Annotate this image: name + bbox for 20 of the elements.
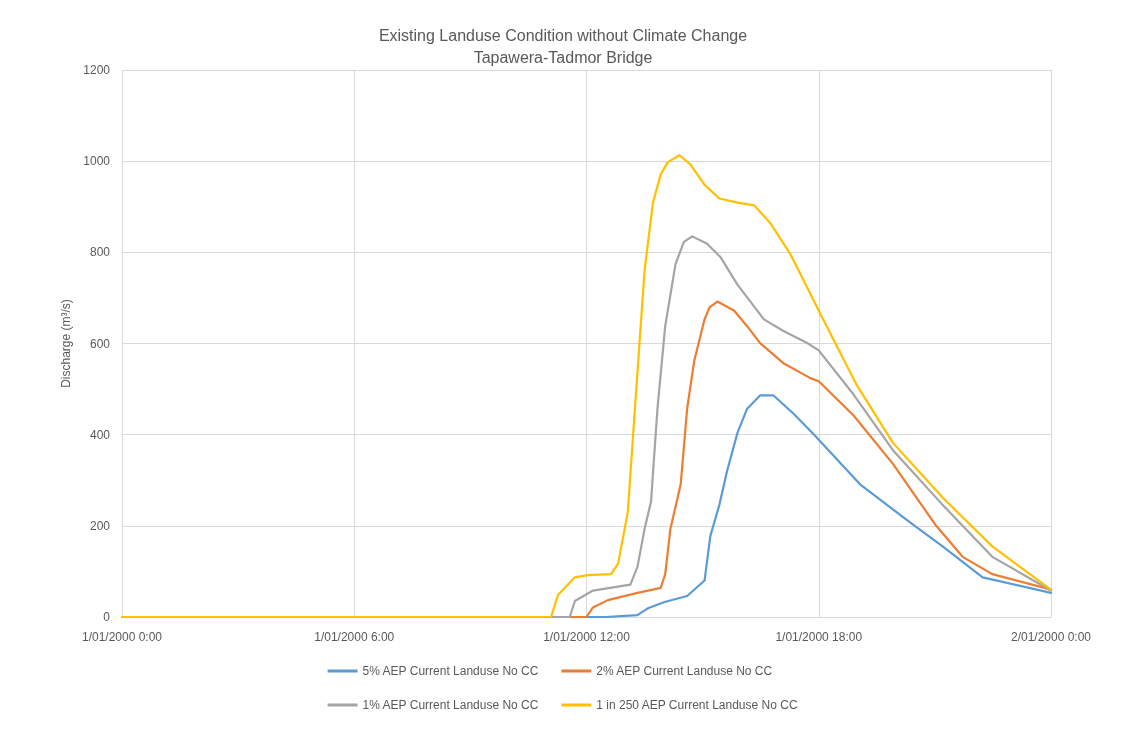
y-tick-label: 400 — [89, 427, 111, 442]
legend-label: 2% AEP Current Landuse No CC — [596, 664, 773, 678]
y-axis-title: Discharge (m³/s) — [59, 299, 74, 388]
y-tick-label: 1000 — [83, 154, 111, 169]
legend-label: 5% AEP Current Landuse No CC — [362, 664, 539, 678]
x-tick-label: 1/01/2000 0:00 — [81, 630, 163, 644]
x-tick-label: 1/01/2000 18:00 — [775, 630, 863, 644]
y-tick-label: 0 — [103, 610, 111, 624]
y-tick-label: 800 — [89, 245, 111, 260]
y-tick-label: 1200 — [83, 63, 111, 77]
chart-subtitle: Tapawera-Tadmor Bridge — [473, 48, 653, 66]
y-tick-label: 600 — [89, 336, 111, 351]
chart-title: Existing Landuse Condition without Climate Change — [378, 26, 748, 44]
legend-label: 1 in 250 AEP Current Landuse No CC — [596, 698, 798, 712]
x-tick-label: 2/01/2000 0:00 — [1010, 630, 1092, 644]
x-tick-label: 1/01/2000 12:00 — [543, 630, 631, 644]
line-series — [120, 154, 1053, 619]
legend-label: 1% AEP Current Landuse No CC — [362, 698, 539, 712]
y-tick-label: 200 — [89, 518, 111, 533]
x-tick-label: 1/01/2000 6:00 — [314, 630, 395, 644]
